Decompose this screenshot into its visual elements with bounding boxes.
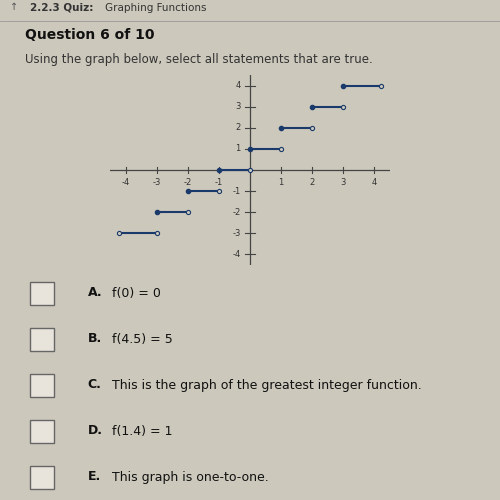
Text: E.: E. (88, 470, 101, 484)
FancyBboxPatch shape (30, 466, 54, 488)
Text: 2.2.3 Quiz:: 2.2.3 Quiz: (30, 3, 94, 13)
FancyBboxPatch shape (30, 282, 54, 304)
Text: C.: C. (88, 378, 102, 392)
Text: This graph is one-to-one.: This graph is one-to-one. (108, 470, 268, 484)
Text: Question 6 of 10: Question 6 of 10 (25, 28, 154, 42)
FancyBboxPatch shape (30, 420, 54, 442)
Text: -1: -1 (215, 178, 223, 187)
Text: -4: -4 (232, 250, 240, 259)
Text: 3: 3 (236, 102, 240, 111)
Text: 4: 4 (236, 81, 240, 90)
Text: This is the graph of the greatest integer function.: This is the graph of the greatest intege… (108, 378, 421, 392)
FancyBboxPatch shape (30, 374, 54, 396)
Text: A.: A. (88, 286, 102, 300)
Text: f(4.5) = 5: f(4.5) = 5 (108, 332, 172, 345)
FancyBboxPatch shape (30, 328, 54, 350)
Text: B.: B. (88, 332, 102, 345)
Text: -3: -3 (232, 229, 240, 238)
Text: -2: -2 (232, 208, 240, 216)
Text: 4: 4 (372, 178, 377, 187)
Text: 1: 1 (236, 144, 240, 154)
Text: f(0) = 0: f(0) = 0 (108, 286, 160, 300)
Text: -2: -2 (184, 178, 192, 187)
Text: -1: -1 (232, 186, 240, 196)
Text: 3: 3 (340, 178, 346, 187)
Text: f(1.4) = 1: f(1.4) = 1 (108, 424, 172, 438)
Text: 1: 1 (278, 178, 283, 187)
Text: Using the graph below, select all statements that are true.: Using the graph below, select all statem… (25, 52, 373, 66)
Text: 2: 2 (310, 178, 315, 187)
Text: -4: -4 (122, 178, 130, 187)
Text: ↑: ↑ (10, 2, 18, 12)
Text: Graphing Functions: Graphing Functions (105, 3, 206, 13)
Text: -3: -3 (152, 178, 161, 187)
Text: 2: 2 (236, 124, 240, 132)
Text: D.: D. (88, 424, 102, 438)
